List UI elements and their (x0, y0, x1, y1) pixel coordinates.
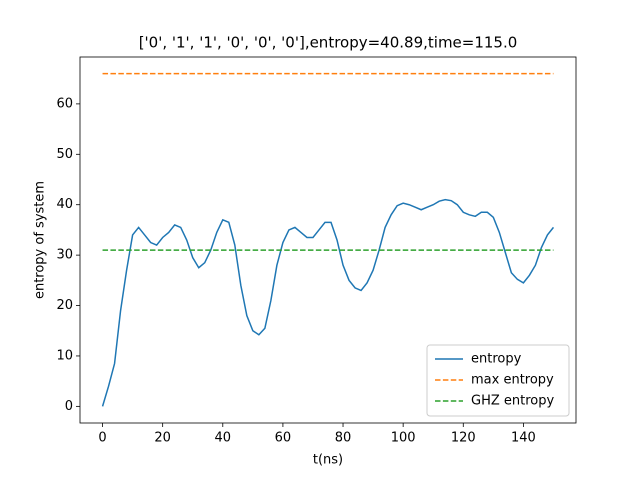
legend-label: max entropy (471, 373, 554, 388)
x-tick-label: 140 (511, 431, 536, 446)
y-axis-label: entropy of system (33, 181, 48, 299)
y-tick-label: 0 (65, 399, 73, 414)
y-tick-label: 20 (56, 298, 73, 313)
legend-label: entropy (471, 352, 522, 367)
y-tick-label: 30 (56, 248, 73, 263)
y-tick-label: 10 (56, 348, 73, 363)
x-tick-label: 20 (154, 431, 171, 446)
series-line (101, 198, 555, 407)
x-tick-label: 120 (451, 431, 476, 446)
x-tick-label: 60 (275, 431, 292, 446)
plot-frame (79, 56, 577, 424)
x-tick-label: 80 (335, 431, 352, 446)
y-tick-label: 40 (56, 197, 73, 212)
x-tick-label: 40 (215, 431, 232, 446)
x-tick-label: 0 (98, 431, 106, 446)
x-axis-label: t(ns) (313, 453, 343, 468)
y-tick-label: 60 (56, 96, 73, 111)
y-tick-label: 50 (56, 147, 73, 162)
legend-label: GHZ entropy (471, 394, 554, 409)
x-tick-label: 100 (391, 431, 416, 446)
chart-title: ['0', '1', '1', '0', '0', '0'],entropy=4… (139, 34, 518, 52)
legend-box (426, 344, 570, 417)
